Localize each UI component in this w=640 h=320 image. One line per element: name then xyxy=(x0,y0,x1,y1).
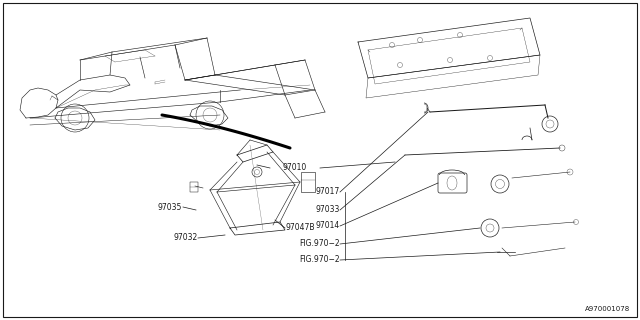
Text: 97035: 97035 xyxy=(157,203,182,212)
Text: 97010: 97010 xyxy=(283,164,307,172)
Text: 97033: 97033 xyxy=(316,205,340,214)
Text: 97047B: 97047B xyxy=(285,223,314,233)
Text: FIG.970−2: FIG.970−2 xyxy=(300,239,340,249)
Text: 97032: 97032 xyxy=(173,234,198,243)
Text: 97017: 97017 xyxy=(316,188,340,196)
Text: A970001078: A970001078 xyxy=(585,306,630,312)
Bar xyxy=(301,172,315,192)
Bar xyxy=(190,182,198,192)
Text: 97014: 97014 xyxy=(316,221,340,230)
Text: FIG.970−2: FIG.970−2 xyxy=(300,255,340,265)
